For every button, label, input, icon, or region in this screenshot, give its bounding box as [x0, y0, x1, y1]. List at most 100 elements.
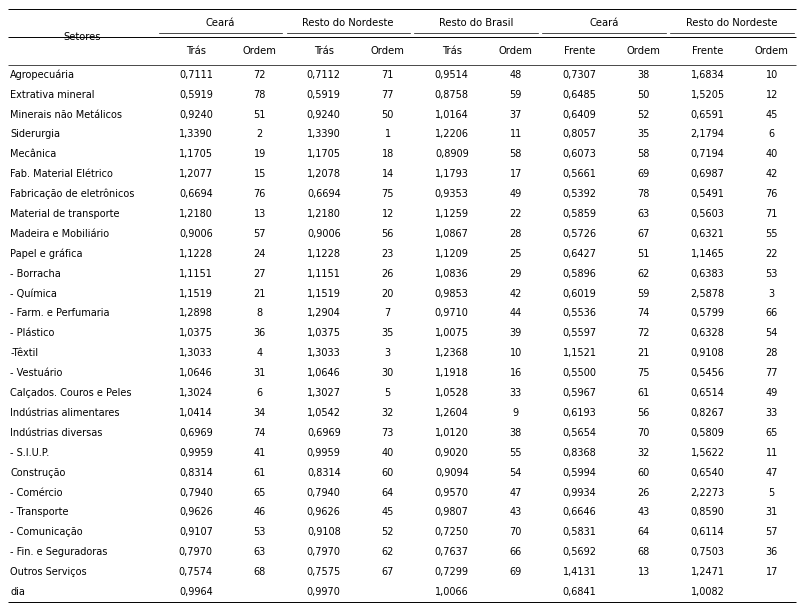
Text: 45: 45	[382, 508, 394, 517]
Text: 51: 51	[254, 109, 266, 120]
Text: 6: 6	[769, 130, 774, 139]
Text: Indústrias diversas: Indústrias diversas	[10, 428, 102, 438]
Text: - Fin. e Seguradoras: - Fin. e Seguradoras	[10, 547, 108, 557]
Text: 0,5831: 0,5831	[562, 527, 597, 537]
Text: 71: 71	[766, 209, 778, 219]
Text: 0,5809: 0,5809	[690, 428, 725, 438]
Text: 70: 70	[638, 428, 650, 438]
Text: 0,6073: 0,6073	[562, 150, 597, 159]
Text: 13: 13	[254, 209, 266, 219]
Text: 0,9934: 0,9934	[563, 488, 597, 497]
Text: 0,6591: 0,6591	[690, 109, 725, 120]
Text: 0,9108: 0,9108	[691, 348, 725, 358]
Text: 0,5597: 0,5597	[562, 328, 597, 339]
Text: 39: 39	[510, 328, 522, 339]
Text: 0,5859: 0,5859	[562, 209, 597, 219]
Text: 0,9240: 0,9240	[307, 109, 341, 120]
Text: 0,6969: 0,6969	[179, 428, 213, 438]
Text: 76: 76	[766, 189, 778, 199]
Text: 17: 17	[766, 567, 778, 577]
Text: 0,6987: 0,6987	[690, 169, 725, 179]
Text: 1,1519: 1,1519	[179, 289, 213, 299]
Text: 0,6540: 0,6540	[690, 468, 725, 478]
Text: 6: 6	[257, 388, 263, 398]
Text: 0,7637: 0,7637	[434, 547, 469, 557]
Text: 1: 1	[385, 130, 391, 139]
Text: 22: 22	[766, 249, 778, 259]
Text: 21: 21	[254, 289, 266, 299]
Text: 0,6114: 0,6114	[691, 527, 725, 537]
Text: 48: 48	[510, 70, 522, 80]
Text: 1,2904: 1,2904	[307, 308, 341, 319]
Text: 5: 5	[769, 488, 775, 497]
Text: 0,9514: 0,9514	[435, 70, 469, 80]
Text: - Comércio: - Comércio	[10, 488, 63, 497]
Text: 64: 64	[638, 527, 650, 537]
Text: 1,5622: 1,5622	[690, 447, 725, 458]
Text: 67: 67	[382, 567, 394, 577]
Text: 0,5919: 0,5919	[307, 89, 341, 100]
Text: 0,9107: 0,9107	[179, 527, 213, 537]
Text: 0,6427: 0,6427	[562, 249, 597, 259]
Text: 0,8267: 0,8267	[690, 408, 725, 418]
Text: 1,0375: 1,0375	[306, 328, 341, 339]
Text: 50: 50	[382, 109, 394, 120]
Text: 1,0414: 1,0414	[179, 408, 213, 418]
Text: 22: 22	[510, 209, 522, 219]
Text: 0,9959: 0,9959	[307, 447, 341, 458]
Text: 18: 18	[382, 150, 394, 159]
Text: 13: 13	[638, 567, 650, 577]
Text: 1,2471: 1,2471	[690, 567, 725, 577]
Text: 65: 65	[254, 488, 266, 497]
Text: 75: 75	[638, 368, 650, 378]
Text: 31: 31	[254, 368, 266, 378]
Text: 0,5919: 0,5919	[179, 89, 213, 100]
Text: Trás: Trás	[186, 46, 206, 56]
Text: 2,2273: 2,2273	[690, 488, 725, 497]
Text: 70: 70	[510, 527, 522, 537]
Text: 0,5456: 0,5456	[690, 368, 725, 378]
Text: Ceará: Ceará	[206, 18, 235, 28]
Text: 36: 36	[766, 547, 778, 557]
Text: 0,8909: 0,8909	[435, 150, 469, 159]
Text: 60: 60	[382, 468, 394, 478]
Text: 78: 78	[254, 89, 266, 100]
Text: 44: 44	[510, 308, 522, 319]
Text: Extrativa mineral: Extrativa mineral	[10, 89, 95, 100]
Text: 8: 8	[257, 308, 263, 319]
Text: 0,6969: 0,6969	[307, 428, 341, 438]
Text: Construção: Construção	[10, 468, 66, 478]
Text: 75: 75	[382, 189, 394, 199]
Text: 51: 51	[638, 249, 650, 259]
Text: 0,9710: 0,9710	[435, 308, 469, 319]
Text: Material de transporte: Material de transporte	[10, 209, 120, 219]
Text: Ordem: Ordem	[754, 46, 789, 56]
Text: 1,2078: 1,2078	[306, 169, 341, 179]
Text: 5: 5	[385, 388, 391, 398]
Text: Agropecuária: Agropecuária	[10, 69, 75, 80]
Text: 32: 32	[638, 447, 650, 458]
Text: 30: 30	[382, 368, 394, 378]
Text: 38: 38	[638, 70, 650, 80]
Text: 26: 26	[638, 488, 650, 497]
Text: 7: 7	[385, 308, 391, 319]
Text: 33: 33	[766, 408, 778, 418]
Text: 64: 64	[382, 488, 394, 497]
Text: 36: 36	[254, 328, 266, 339]
Text: 0,6409: 0,6409	[563, 109, 597, 120]
Text: 2,1794: 2,1794	[690, 130, 725, 139]
Text: 0,9853: 0,9853	[435, 289, 469, 299]
Text: 57: 57	[766, 527, 778, 537]
Text: 2: 2	[257, 130, 263, 139]
Text: 10: 10	[766, 70, 778, 80]
Text: 61: 61	[638, 388, 650, 398]
Text: 41: 41	[254, 447, 266, 458]
Text: 61: 61	[254, 468, 266, 478]
Text: 47: 47	[510, 488, 522, 497]
Text: 25: 25	[510, 249, 522, 259]
Text: 1,0836: 1,0836	[435, 269, 469, 278]
Text: 0,6514: 0,6514	[690, 388, 725, 398]
Text: 24: 24	[254, 249, 266, 259]
Text: 1,3027: 1,3027	[306, 388, 341, 398]
Text: 54: 54	[766, 328, 778, 339]
